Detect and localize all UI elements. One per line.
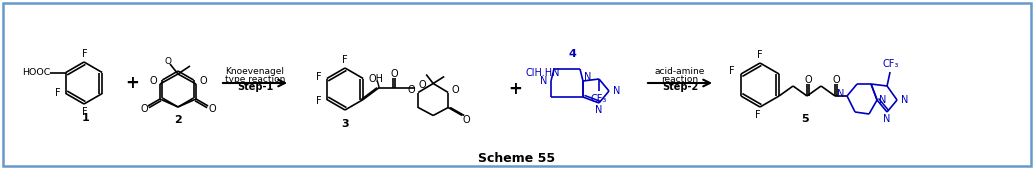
Text: O: O xyxy=(149,76,157,86)
Text: O: O xyxy=(164,56,172,66)
Text: ClH.HN: ClH.HN xyxy=(525,68,560,78)
Text: acid-amine: acid-amine xyxy=(655,66,705,76)
Text: O: O xyxy=(208,104,216,114)
Text: O: O xyxy=(804,75,812,85)
Text: O: O xyxy=(419,79,426,90)
Text: N: N xyxy=(541,76,548,86)
Text: N: N xyxy=(879,95,887,105)
Text: N: N xyxy=(902,95,909,105)
Text: F: F xyxy=(82,49,88,59)
Text: O: O xyxy=(391,68,398,78)
Text: 2: 2 xyxy=(174,115,182,125)
Text: N: N xyxy=(596,105,603,115)
Text: CF₃: CF₃ xyxy=(883,59,900,69)
Text: N: N xyxy=(613,86,620,96)
Text: N: N xyxy=(838,89,845,99)
Text: OH: OH xyxy=(369,74,384,83)
Text: F: F xyxy=(757,50,763,60)
Text: F: F xyxy=(755,110,761,120)
Text: O: O xyxy=(140,104,148,114)
Text: O: O xyxy=(200,76,207,86)
Text: Step-2: Step-2 xyxy=(662,82,698,92)
Text: Knoevenagel: Knoevenagel xyxy=(225,66,284,76)
Text: 1: 1 xyxy=(82,113,90,123)
Text: 4: 4 xyxy=(568,49,576,59)
Text: Scheme 55: Scheme 55 xyxy=(479,151,555,164)
Text: O: O xyxy=(832,75,840,85)
Text: O: O xyxy=(462,115,470,125)
Text: N: N xyxy=(584,72,591,82)
Text: F: F xyxy=(82,107,88,117)
Text: 3: 3 xyxy=(341,119,348,129)
Text: F: F xyxy=(55,88,61,98)
Text: F: F xyxy=(729,66,735,76)
Text: O: O xyxy=(407,84,415,94)
Text: type reaction: type reaction xyxy=(224,75,285,83)
Text: reaction: reaction xyxy=(662,75,699,83)
Text: CF₃: CF₃ xyxy=(590,94,607,104)
Text: F: F xyxy=(316,96,322,106)
Text: N: N xyxy=(883,114,890,124)
Text: F: F xyxy=(342,55,347,65)
Text: HOOC: HOOC xyxy=(22,68,50,77)
Text: F: F xyxy=(316,71,322,81)
Text: +: + xyxy=(125,74,139,92)
Text: 5: 5 xyxy=(801,114,809,124)
Text: Step-1: Step-1 xyxy=(237,82,273,92)
Text: O: O xyxy=(452,84,459,94)
Text: +: + xyxy=(508,80,522,98)
